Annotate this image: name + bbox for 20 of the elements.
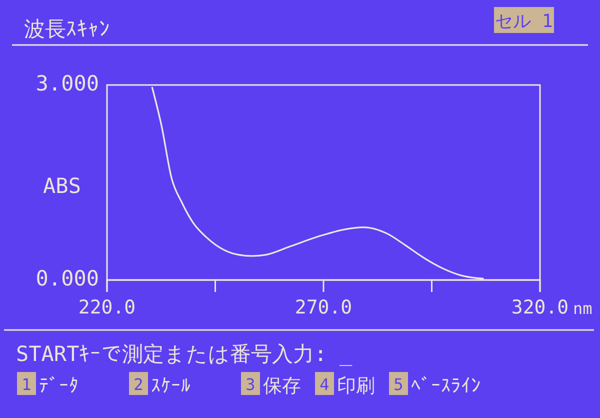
text: 5 [394, 375, 404, 394]
chart-title: 波長ｽｷｬﾝ [24, 17, 110, 41]
x-tick-label: 320.0 [511, 296, 569, 318]
text: 2 [134, 375, 144, 394]
text: ﾃﾞｰﾀ [39, 375, 79, 397]
text: 印刷 [337, 375, 375, 397]
text: ｽｹｰﾙ [151, 375, 191, 397]
y-tick-label: 0.000 [36, 266, 99, 291]
text: 3 [246, 375, 256, 394]
x-tick-label: 270.0 [294, 296, 352, 318]
y-tick-label: 3.000 [36, 72, 99, 96]
text: 1 [22, 375, 32, 394]
x-tick-label: 220.0 [78, 296, 136, 318]
y-axis-title: ABS [43, 174, 81, 198]
text: セル 1 [495, 11, 553, 32]
x-axis-title: nm [573, 299, 592, 318]
text: ﾍﾞｰｽﾗｲﾝ [411, 375, 481, 397]
text: 4 [320, 375, 330, 394]
text: STARTｷｰで測定または番号入力: _ [16, 342, 352, 366]
text: 保存 [263, 375, 301, 397]
